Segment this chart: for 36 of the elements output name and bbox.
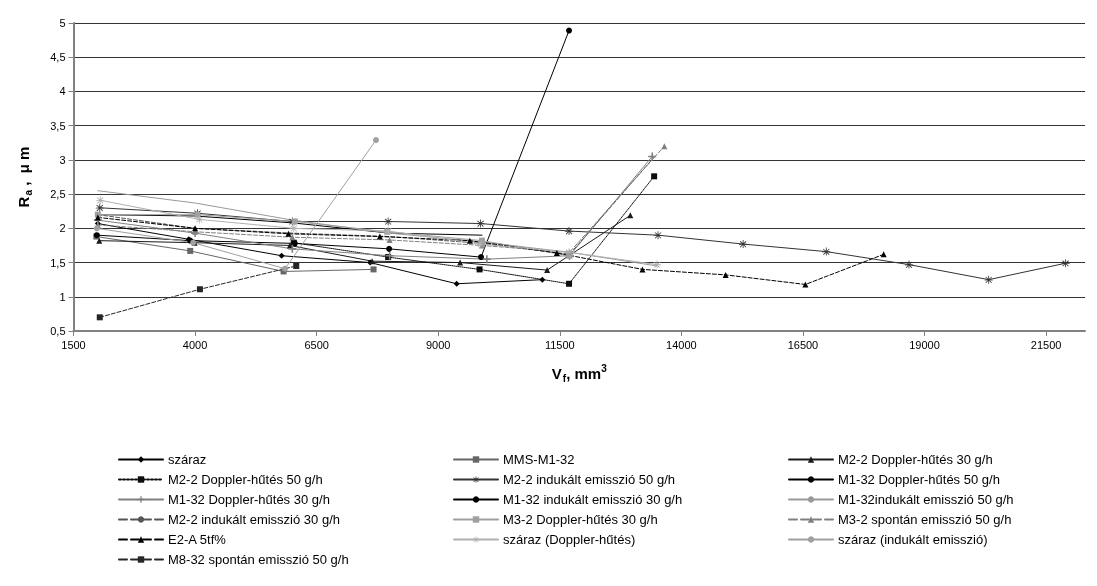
legend-label: M2-2 indukált emisszió 30 g/h xyxy=(168,512,340,527)
legend-label: M2-2 indukált emisszió 50 g/h xyxy=(503,472,675,487)
y-axis-title: Ra , μ m xyxy=(15,146,34,208)
legend-label: M1-32 Doppler-hűtés 30 g/h xyxy=(168,492,330,507)
legend-label: M1-32indukált emisszió 50 g/h xyxy=(838,492,1014,507)
y-tick-label: 3 xyxy=(59,153,66,166)
legend-label: M8-32 spontán emisszió 50 g/h xyxy=(168,552,349,567)
y-tick-label: 4 xyxy=(59,85,66,98)
x-tick-label: 4000 xyxy=(182,338,208,351)
legend-label: M2-2 Doppler-hűtés 30 g/h xyxy=(838,452,993,467)
y-tick-label: 2 xyxy=(59,222,66,235)
x-tick-label: 9000 xyxy=(425,338,451,351)
legend-label: M3-2 spontán emisszió 50 g/h xyxy=(838,512,1012,527)
y-tick-label: 0,5 xyxy=(50,325,66,337)
legend-label: E2-A 5tf% xyxy=(168,532,227,547)
x-tick-label: 19000 xyxy=(909,338,940,351)
y-tick-label: 5 xyxy=(59,17,66,29)
y-tick-label: 1,5 xyxy=(50,256,66,269)
legend-label: száraz (indukált emisszió) xyxy=(838,532,988,547)
x-tick-label: 14000 xyxy=(666,338,697,351)
y-tick-label: 3,5 xyxy=(50,119,66,132)
legend-label: száraz (Doppler-hűtés) xyxy=(503,532,636,547)
legend-label: M1-32 Doppler-hűtés 50 g/h xyxy=(838,472,1000,487)
legend-label: M3-2 Doppler-hűtés 30 g/h xyxy=(503,512,658,527)
x-tick-label: 1500 xyxy=(61,338,86,351)
x-tick-label: 21500 xyxy=(1030,338,1062,351)
y-tick-label: 4,5 xyxy=(50,51,66,64)
legend-label: MMS-M1-32 xyxy=(503,452,575,467)
legend-label: száraz xyxy=(168,452,207,467)
legend-label: M2-2 Doppler-hűtés 50 g/h xyxy=(168,472,323,487)
legend-label: M1-32 indukált emisszió 30 g/h xyxy=(503,492,683,507)
y-tick-label: 2,5 xyxy=(50,188,66,201)
x-tick-label: 6500 xyxy=(304,338,329,351)
y-tick-label: 1 xyxy=(59,290,66,303)
x-tick-label: 16500 xyxy=(787,338,819,351)
x-tick-label: 11500 xyxy=(544,338,575,351)
